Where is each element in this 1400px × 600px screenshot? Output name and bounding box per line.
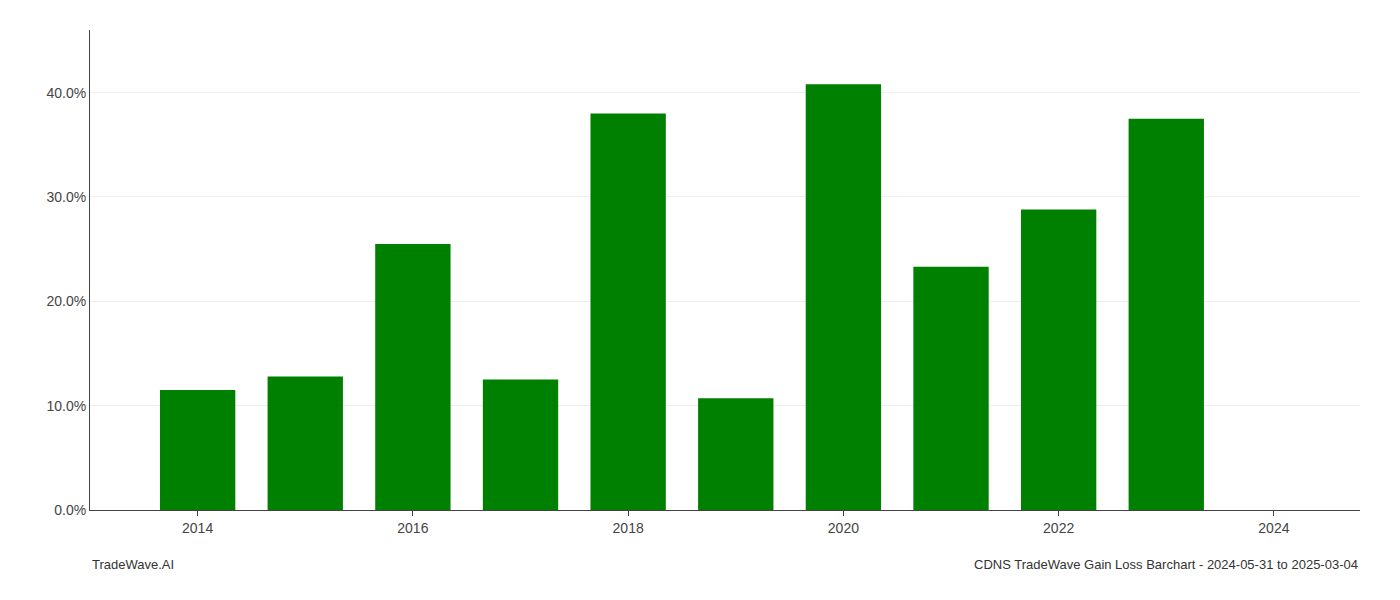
svg-text:10.0%: 10.0%: [46, 398, 86, 414]
svg-text:CDNS TradeWave Gain Loss Barch: CDNS TradeWave Gain Loss Barchart - 2024…: [974, 557, 1358, 572]
svg-text:2020: 2020: [828, 520, 859, 536]
svg-text:2016: 2016: [397, 520, 428, 536]
svg-text:TradeWave.AI: TradeWave.AI: [92, 557, 174, 572]
svg-text:40.0%: 40.0%: [46, 85, 86, 101]
svg-text:30.0%: 30.0%: [46, 189, 86, 205]
svg-text:2014: 2014: [182, 520, 213, 536]
svg-text:0.0%: 0.0%: [54, 502, 86, 518]
svg-text:2018: 2018: [613, 520, 644, 536]
svg-text:2022: 2022: [1043, 520, 1074, 536]
svg-text:2024: 2024: [1258, 520, 1289, 536]
svg-text:20.0%: 20.0%: [46, 293, 86, 309]
